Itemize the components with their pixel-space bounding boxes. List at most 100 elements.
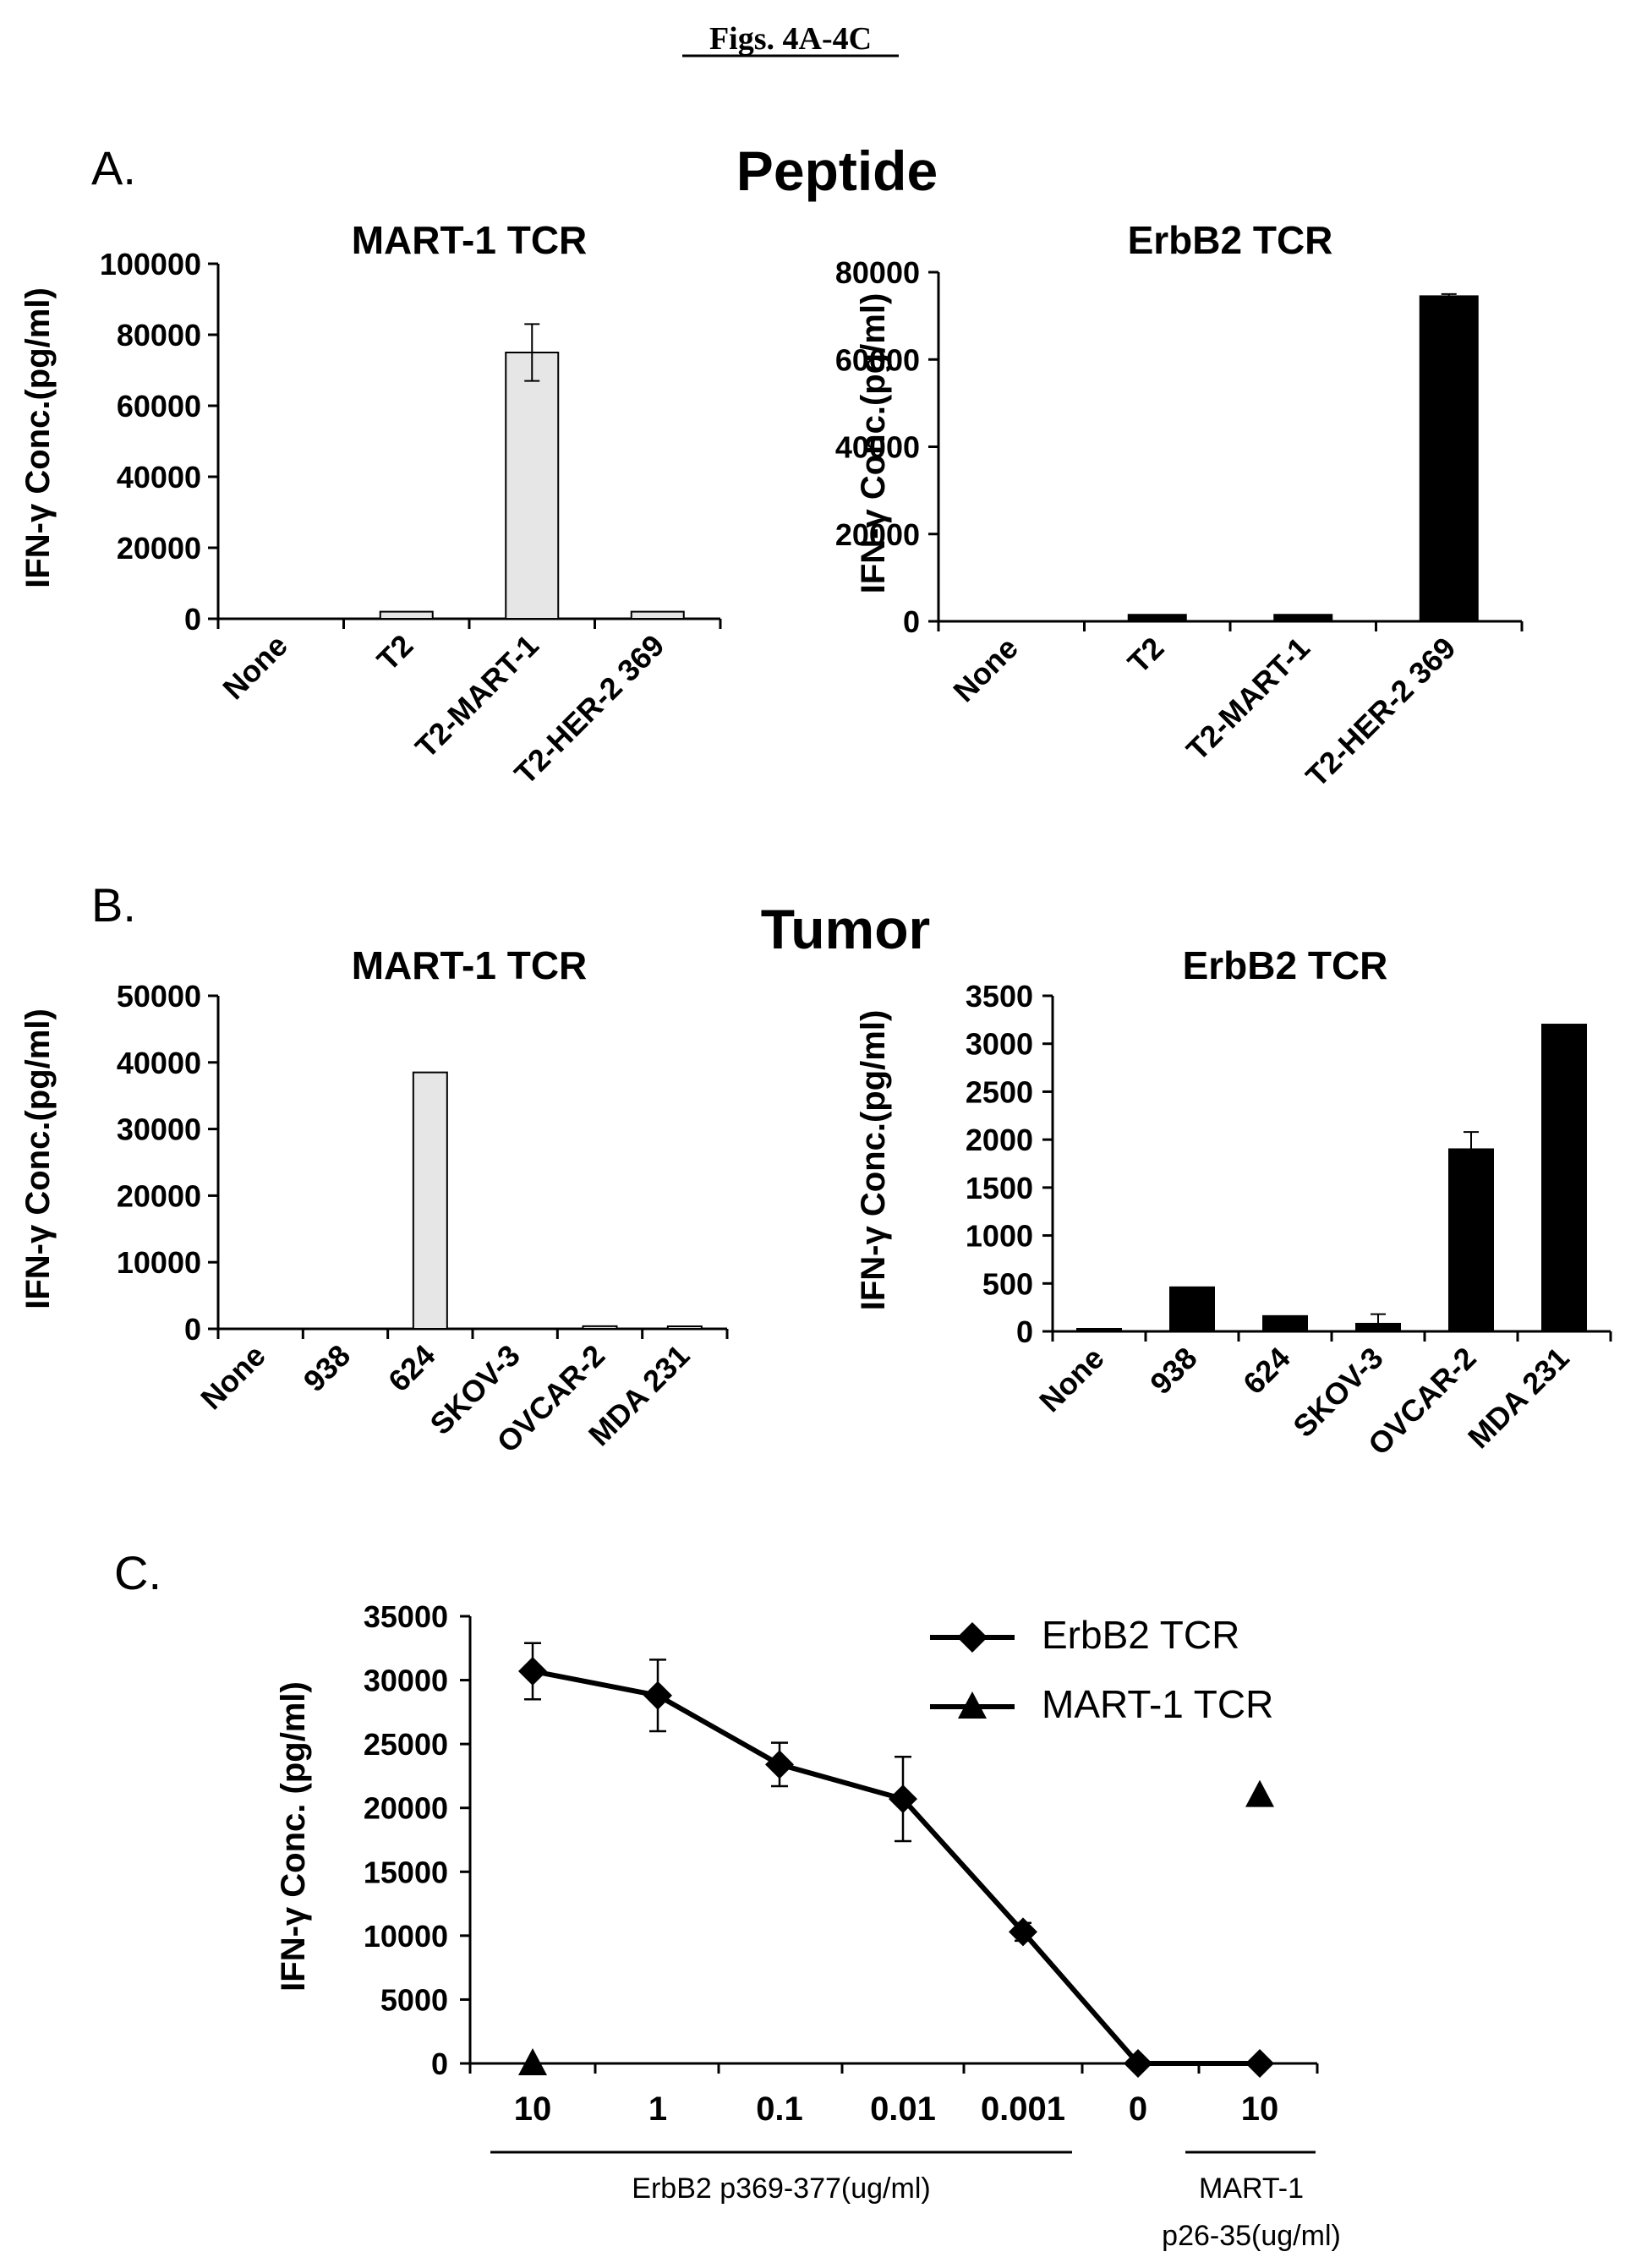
y-tick-label: 30000: [364, 1664, 448, 1698]
y-tick-label: 1000: [966, 1219, 1033, 1254]
bar: [1076, 1328, 1122, 1332]
chart-title: MART-1 TCR: [352, 218, 588, 262]
x-category-label: T2-MART-1: [1179, 631, 1316, 768]
bar: [412, 1071, 448, 1330]
y-tick-label: 500: [982, 1266, 1033, 1301]
y-tick-label: 60000: [835, 342, 920, 377]
y-axis-label: IFN-γ Conc.(pg/ml): [19, 1008, 57, 1309]
x-tick-label: 0.001: [981, 2090, 1065, 2128]
y-tick-label: 30000: [117, 1112, 201, 1147]
x-category-label: MDA 231: [1461, 1341, 1576, 1456]
y-tick-label: 1500: [966, 1171, 1033, 1205]
x-category-label: 938: [1143, 1341, 1203, 1401]
panel-label-b: B.: [91, 878, 136, 932]
panel-label-a: A.: [91, 141, 136, 194]
y-tick-label: 20000: [364, 1791, 448, 1826]
chart-title: ErbB2 TCR: [1183, 943, 1388, 987]
bar: [505, 352, 560, 620]
panel-label-c: C.: [114, 1546, 161, 1599]
chart-a-mart1-tcr: MART-1 TCR IFN-γ Conc.(pg/ml) 0 20000 40000 6…: [19, 218, 722, 791]
bar: [666, 1325, 703, 1330]
x-tick-label: 10: [1241, 2090, 1279, 2128]
y-tick-label: 10000: [117, 1245, 201, 1280]
x-category-label: T2-MART-1: [408, 628, 545, 765]
x-tick-label: 10: [514, 2090, 552, 2128]
x-tick-label: 1: [648, 2090, 667, 2128]
y-tick-label: 0: [184, 1312, 201, 1347]
x-category-label: None: [194, 1338, 272, 1417]
x-category-label: 624: [1236, 1341, 1296, 1401]
y-tick-label: 10000: [364, 1919, 448, 1954]
y-tick-label: 5000: [380, 1982, 448, 2017]
y-tick-label: 40000: [835, 430, 920, 465]
x-category-label: None: [216, 628, 294, 707]
y-tick-label: 0: [903, 604, 920, 639]
y-tick-label: 40000: [117, 460, 201, 495]
chart-title: ErbB2 TCR: [1128, 218, 1333, 262]
chart-c-dose-response: IFN-γ Conc. (pg/ml) 0 5000 10000 15000 20000 2…: [275, 1599, 1341, 2252]
x-category-label: T2: [370, 628, 420, 678]
data-point-diamond: [643, 1681, 672, 1710]
bar: [379, 610, 434, 620]
y-axis-label: IFN-γ Conc.(pg/ml): [19, 287, 57, 588]
y-tick-label: 40000: [117, 1046, 201, 1080]
y-tick-label: 2000: [966, 1123, 1033, 1157]
y-tick-label: 3500: [966, 979, 1033, 1014]
group-label-mart1-line2: p26-35(ug/ml): [1162, 2220, 1341, 2252]
x-category-label: T2-HER-2 369: [1299, 631, 1462, 794]
x-tick-label: 0: [1129, 2090, 1147, 2128]
bar: [1448, 1148, 1494, 1332]
data-point-triangle: [518, 2048, 547, 2075]
section-title-tumor: Tumor: [761, 898, 930, 960]
y-tick-label: 25000: [364, 1727, 448, 1762]
bar: [1273, 614, 1333, 622]
bar: [582, 1325, 618, 1331]
data-point-diamond: [889, 1784, 917, 1814]
y-tick-label: 80000: [835, 255, 920, 290]
x-category-label: T2: [1121, 631, 1171, 680]
x-category-label: None: [1032, 1341, 1111, 1419]
y-tick-label: 100000: [100, 247, 201, 281]
legend-marker-triangle: [958, 1691, 987, 1719]
legend-label-mart1: MART-1 TCR: [1042, 1682, 1273, 1726]
data-point-diamond: [1124, 2049, 1152, 2078]
group-label-erbb2: ErbB2 p369-377(ug/ml): [632, 2172, 930, 2205]
bar: [1541, 1024, 1587, 1332]
legend-marker-diamond: [957, 1622, 988, 1653]
section-title-peptide: Peptide: [736, 139, 938, 202]
chart-a-erbb2-tcr: ErbB2 TCR IFN-γ Conc.(pg/ml) 0 20000 40000 60…: [835, 218, 1524, 794]
y-tick-label: 2500: [966, 1074, 1033, 1109]
x-category-label: 938: [297, 1338, 357, 1398]
chart-b-mart1-tcr: MART-1 TCR IFN-γ Conc.(pg/ml) 0 10000 20000 3…: [19, 943, 729, 1459]
x-tick-label: 0.01: [870, 2090, 936, 2128]
x-category-label: 624: [381, 1338, 441, 1398]
chart-title: MART-1 TCR: [352, 943, 588, 987]
y-tick-label: 80000: [117, 318, 201, 352]
y-axis-label: IFN-γ Conc.(pg/ml): [855, 1010, 892, 1311]
legend-label-erbb2: ErbB2 TCR: [1042, 1613, 1239, 1657]
y-tick-label: 20000: [835, 517, 920, 552]
data-point-diamond: [1009, 1917, 1037, 1947]
y-axis-label: IFN-γ Conc.(pg/ml): [855, 293, 892, 594]
y-tick-label: 20000: [117, 531, 201, 566]
bar: [630, 610, 685, 620]
x-tick-label: 0.1: [756, 2090, 803, 2128]
bar: [1169, 1286, 1215, 1333]
group-label-mart1-line1: MART-1: [1199, 2172, 1304, 2205]
data-point-diamond: [1245, 2049, 1274, 2078]
y-tick-label: 35000: [364, 1599, 448, 1634]
bar: [1262, 1314, 1308, 1333]
bar: [1419, 295, 1479, 622]
data-point-diamond: [765, 1750, 794, 1779]
y-tick-label: 60000: [117, 389, 201, 424]
y-tick-label: 15000: [364, 1855, 448, 1889]
data-point-diamond: [518, 1656, 547, 1686]
y-tick-label: 3000: [966, 1027, 1033, 1062]
y-tick-label: 0: [184, 602, 201, 637]
y-axis-label: IFN-γ Conc. (pg/ml): [275, 1681, 312, 1992]
y-tick-label: 20000: [117, 1178, 201, 1213]
chart-b-erbb2-tcr: ErbB2 TCR IFN-γ Conc.(pg/ml) 0 500 1000 1500 2…: [855, 943, 1612, 1462]
y-tick-label: 50000: [117, 979, 201, 1014]
y-tick-label: 0: [431, 2047, 448, 2081]
